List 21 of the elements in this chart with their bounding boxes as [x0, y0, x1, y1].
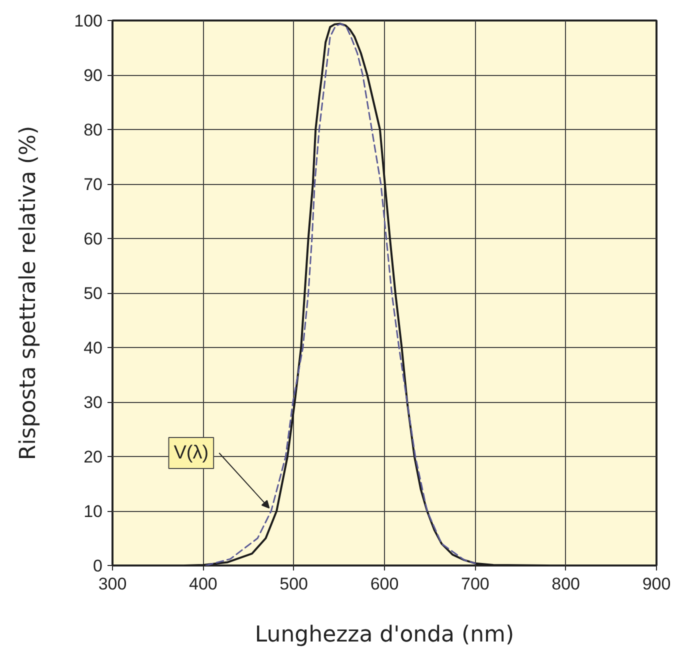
- x-tick-label: 300: [98, 574, 127, 594]
- x-tick-label: 900: [642, 574, 671, 594]
- x-tick-label: 400: [188, 574, 218, 594]
- y-tick-label: 80: [84, 120, 103, 140]
- y-tick-label: 60: [84, 230, 103, 248]
- x-tick-label: 700: [460, 574, 490, 594]
- y-tick-label: 10: [84, 502, 103, 521]
- x-tick-label: 500: [280, 574, 308, 594]
- x-axis-title: Lunghezza d'onda (nm): [254, 622, 514, 648]
- x-tick-label: 600: [370, 574, 399, 594]
- y-tick-label: 70: [84, 175, 103, 194]
- y-axis-title: Risposta spettrale relativa (%): [16, 126, 42, 460]
- x-tick-label: 800: [552, 574, 580, 594]
- y-tick-label: 30: [84, 393, 103, 412]
- text: V(λ): [174, 442, 209, 464]
- y-tick-label: 20: [84, 448, 103, 466]
- y-tick-label: 40: [84, 338, 103, 358]
- y-tick-label: 50: [84, 284, 103, 303]
- y-tick-label: 90: [84, 66, 103, 85]
- y-tick-label: 0: [93, 556, 103, 576]
- y-tick-label: 100: [74, 12, 103, 30]
